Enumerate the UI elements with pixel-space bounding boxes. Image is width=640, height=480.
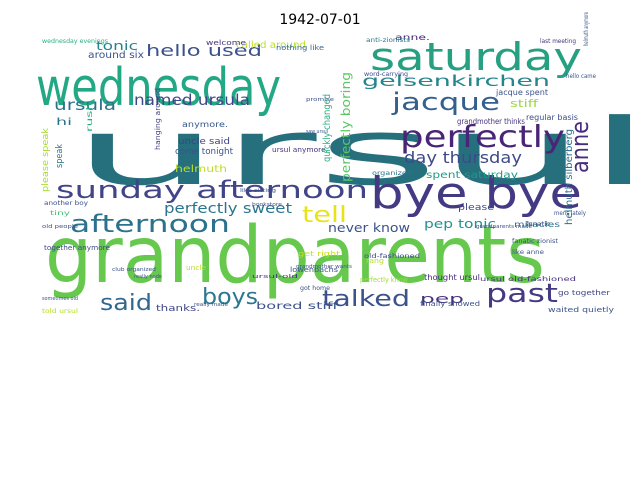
word-tonic: tonic	[96, 39, 138, 53]
word-helmuth: helmuth	[175, 164, 227, 175]
word-ursul-anymore: ursul anymore.	[272, 146, 328, 154]
word-get-right: get right	[298, 250, 340, 258]
word-old-fashioned: old-fashioned	[364, 253, 420, 260]
word-helmuth-silberberg: helmuth silberberg	[564, 129, 575, 225]
word-grandmother-wants: grandmother wants	[296, 264, 352, 270]
word-tell: tell	[302, 203, 347, 228]
word-bye-bye: bye bye	[370, 168, 582, 219]
word-like-sitting: like sitting	[240, 188, 276, 194]
word-go-together: go together	[558, 289, 610, 297]
word-hi: hi	[56, 117, 72, 128]
word-wednesday-evenings: wednesday evenings	[42, 38, 108, 45]
word-bored-stiff: bored stiff	[256, 301, 340, 312]
word-quickly-changed: quickly changed	[322, 94, 333, 162]
word-hello-used: hello used	[146, 41, 262, 60]
word-never-know: never know	[328, 221, 410, 235]
word-perfectly-sweet: perfectly sweet	[164, 201, 293, 217]
word-anne: anne.	[395, 33, 430, 42]
word-gelsenkirchen: gelsenkirchen	[362, 72, 550, 90]
word-lowenbachs: lowenbachs	[290, 266, 338, 274]
word-day-thursday: day thursday	[404, 148, 522, 167]
word-welcome: welcome	[206, 39, 246, 47]
word-thanks: thanks.	[156, 304, 200, 314]
word-boys: boys	[202, 285, 258, 310]
word-like-anne: like anne	[512, 249, 544, 256]
word-nothing-like: nothing like	[276, 44, 324, 52]
word-spent-saturday: spent saturday	[426, 170, 518, 181]
word-past: past	[486, 279, 558, 309]
word-wednesday: wednesday	[36, 58, 281, 118]
word-talked: talked	[322, 287, 410, 312]
word-hanging-around: hanging around	[154, 88, 162, 150]
word-come-tonight: come tonight	[175, 147, 233, 157]
word-really-nade: really nade	[134, 274, 162, 280]
word-perfectly: perfectly	[400, 120, 565, 155]
word-miracles: miracles	[514, 220, 560, 229]
word-pep: pep	[420, 292, 464, 306]
word-rush: rush	[85, 102, 94, 132]
word-bookstore: bookstore	[252, 202, 282, 208]
word-another-boy: another boy	[44, 200, 89, 207]
word-sunday-afternoon: sunday afternoon	[56, 176, 368, 204]
word-grandparents: grandparents	[45, 211, 545, 301]
word-grandparents-made: grandparents made	[476, 224, 532, 230]
word-anymore: anymore.	[182, 120, 228, 129]
word-please: please	[458, 203, 495, 213]
word-fanatic-zionist: fanatic zionist	[512, 238, 559, 245]
word-stiff: stiff	[510, 97, 539, 110]
word-got-home: got home	[300, 285, 330, 292]
word-ursul-old: ursul-old	[252, 274, 298, 280]
word-mens-lately: mens lately	[554, 210, 586, 217]
word-saturday: saturday	[370, 35, 582, 79]
word-waited-quietly: waited quietly	[548, 306, 614, 314]
word-cloud-background	[40, 36, 600, 316]
word-anti-zionists: anti-zionists	[366, 37, 410, 44]
word-speak: speak	[55, 143, 65, 168]
word-helmuth-anymore: helmuth anymore	[583, 12, 590, 46]
word-afternoon: afternoon	[70, 210, 230, 238]
word-pep-tonic: pep tonic	[424, 217, 496, 231]
word-around-six: around six	[88, 50, 144, 61]
word-ursul-old-fashioned: ursul old-fashioned	[480, 276, 576, 283]
word-club-organized: club organized	[112, 267, 156, 273]
word-ursul: ursul	[72, 99, 640, 206]
word-said: said	[100, 291, 152, 316]
word-uncle-said: uncle said	[178, 137, 230, 147]
word-organized: organized	[372, 170, 412, 177]
word-saw-ursul: saw ursul	[306, 129, 328, 135]
word-grandmother-thinks: grandmother thinks	[457, 117, 525, 126]
word-perfectly-know: perfectly know	[360, 276, 408, 284]
word-rang: rang	[366, 257, 384, 265]
word-ursula: ursula	[54, 96, 116, 114]
word-fanatic: fanatic	[526, 221, 550, 228]
word-sometimes-old: sometimes old	[42, 296, 78, 302]
word-together-anymore: together anymore	[44, 244, 110, 252]
word-old-people: old people	[42, 224, 78, 230]
word-jacque: jacque	[391, 88, 500, 116]
word-please-speak: please speak	[41, 127, 51, 192]
word-promise: promise	[306, 97, 334, 103]
word-thought-ursul: thought ursul	[424, 273, 480, 282]
word-really-made: really made	[194, 302, 228, 308]
word-perfectly-boring: perfectly boring	[339, 72, 353, 182]
chart-title: 1942-07-01	[279, 12, 361, 28]
word-tiny: tiny	[50, 210, 71, 217]
word-told-ursul: told ursul	[42, 308, 78, 315]
word-jacque-spent: jacque spent	[495, 88, 548, 97]
word-last-meeting: last meeting	[540, 38, 576, 45]
word-anne: anne	[566, 121, 594, 173]
word-uncle: uncle	[186, 264, 206, 272]
word-called-around: called around	[236, 40, 306, 51]
word-word-carrying: word-carrying	[364, 71, 408, 78]
word-named-ursula: named ursula	[134, 91, 250, 109]
word-hello-came: hello came	[566, 73, 596, 80]
word-finally-showed: finally showed	[420, 300, 480, 308]
word-regular-basis: regular basis	[526, 113, 578, 122]
